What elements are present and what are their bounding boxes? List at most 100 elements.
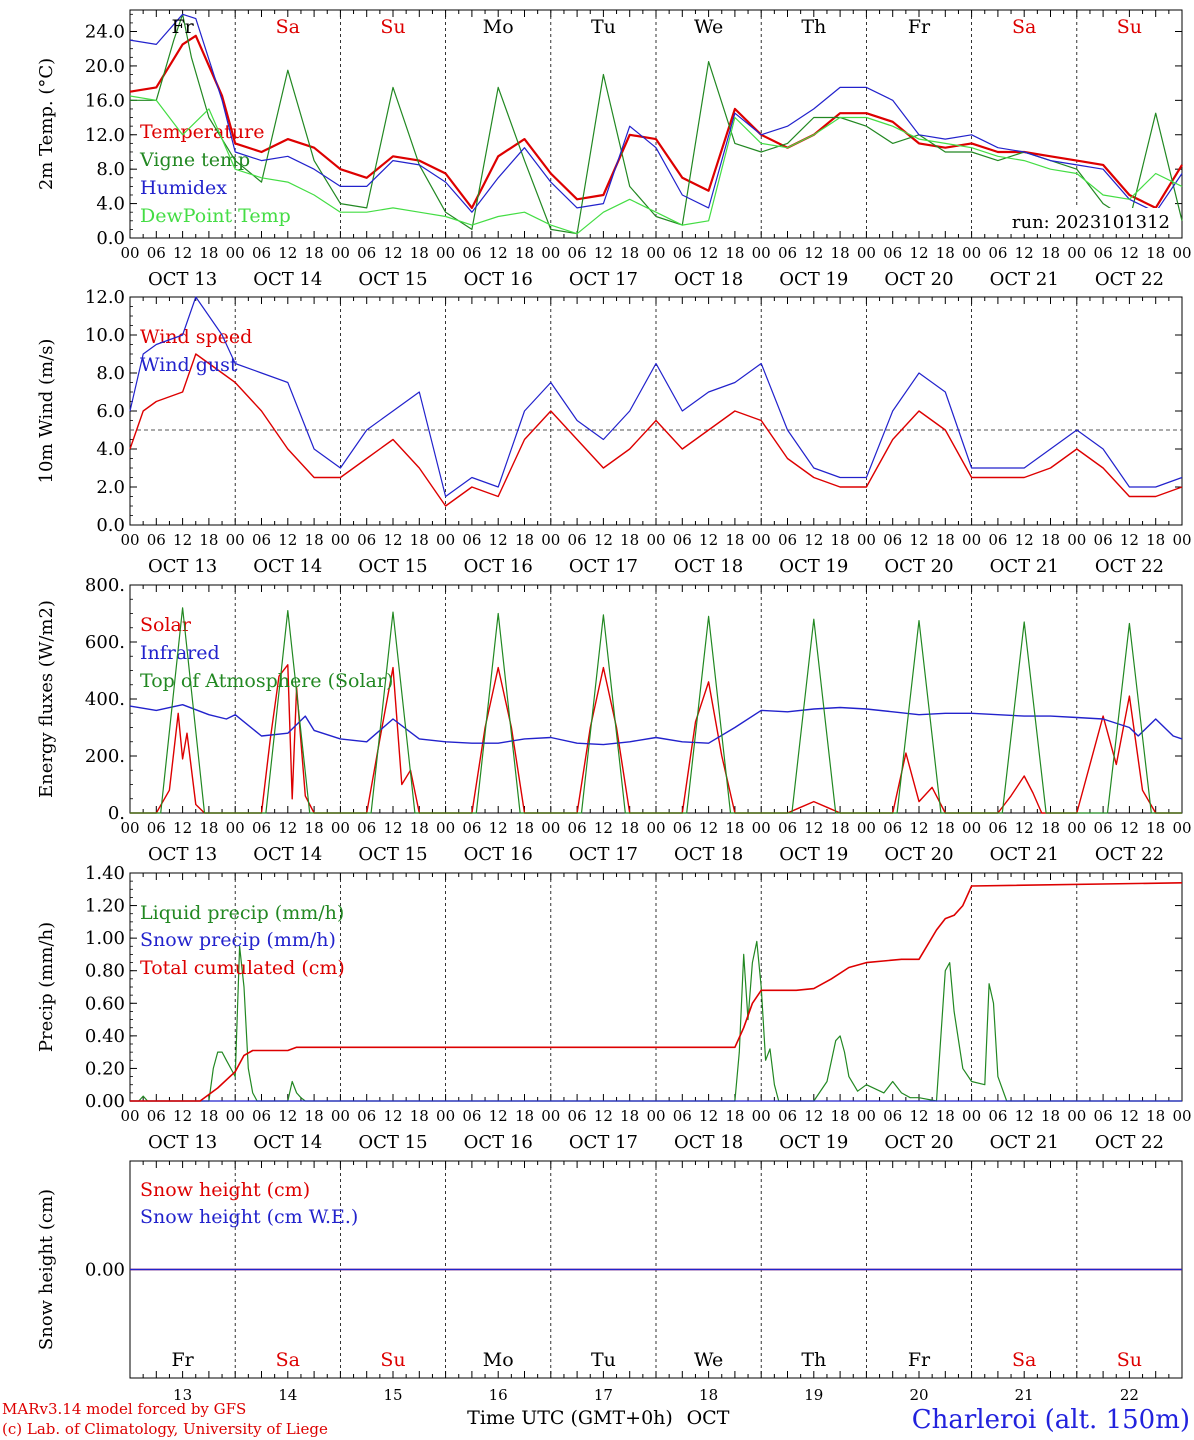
date-label: OCT 18: [674, 844, 743, 865]
hour-tick-label: 06: [1094, 819, 1113, 837]
run-label: run: 2023101312: [1012, 212, 1170, 233]
hour-tick-label: 06: [1094, 531, 1113, 549]
hour-tick-label: 12: [699, 531, 718, 549]
hour-tick-label: 12: [489, 1107, 508, 1125]
weekday-label: We: [694, 16, 723, 38]
hour-tick-label: 12: [699, 819, 718, 837]
hour-tick-label: 06: [673, 1107, 692, 1125]
y-tick-label: 20.0: [85, 56, 125, 77]
date-label: OCT 14: [253, 844, 322, 865]
y-tick-label: 4.0: [96, 439, 125, 460]
hour-tick-label: 06: [357, 244, 376, 262]
hour-tick-label: 00: [1172, 531, 1191, 549]
y-tick-label: 0.0: [96, 228, 125, 249]
y-tick-label: 8.0: [96, 363, 125, 384]
y-axis-label: 2m Temp. (°C): [36, 58, 57, 190]
hour-tick-label: 06: [988, 244, 1007, 262]
date-label: OCT 20: [884, 556, 953, 577]
hour-tick-label: 06: [568, 1107, 587, 1125]
hour-tick-label: 18: [410, 1107, 429, 1125]
hour-tick-label: 00: [331, 1107, 350, 1125]
hour-tick-label: 06: [462, 531, 481, 549]
hour-tick-label: 18: [1146, 531, 1165, 549]
hour-tick-label: 06: [673, 531, 692, 549]
date-label: OCT 15: [358, 844, 427, 865]
hour-tick-label: 12: [909, 819, 928, 837]
legend-entry: Infrared: [140, 642, 220, 664]
hour-tick-label: 18: [1041, 1107, 1060, 1125]
hour-tick-label: 06: [883, 1107, 902, 1125]
weekday-label: Tu: [591, 1349, 616, 1371]
hour-tick-label: 00: [1172, 244, 1191, 262]
weekday-label: Su: [380, 1349, 405, 1371]
hour-tick-label: 12: [278, 244, 297, 262]
weekday-label: Mo: [483, 16, 514, 38]
hour-tick-label: 18: [1146, 819, 1165, 837]
hour-tick-label: 06: [778, 819, 797, 837]
legend-entry: Wind speed: [140, 326, 252, 348]
hour-tick-label: 00: [646, 1107, 665, 1125]
hour-tick-label: 12: [909, 244, 928, 262]
hour-tick-label: 18: [620, 1107, 639, 1125]
hour-tick-label: 06: [252, 244, 271, 262]
hour-tick-label: 12: [909, 1107, 928, 1125]
hour-tick-label: 18: [515, 819, 534, 837]
hour-tick-label: 12: [1120, 531, 1139, 549]
hour-tick-label: 12: [594, 1107, 613, 1125]
hour-tick-label: 00: [331, 244, 350, 262]
weekday-label: Fr: [908, 16, 931, 38]
x-axis-month: OCT: [687, 1407, 730, 1429]
hour-tick-label: 18: [831, 1107, 850, 1125]
hour-tick-label: 12: [1120, 1107, 1139, 1125]
hour-tick-label: 06: [357, 819, 376, 837]
hour-tick-label: 12: [804, 819, 823, 837]
legend-entry: Snow height (cm W.E.): [140, 1206, 358, 1228]
date-label: OCT 18: [674, 269, 743, 290]
hour-tick-label: 18: [620, 819, 639, 837]
date-label: OCT 16: [464, 269, 533, 290]
y-tick-label: 0.40: [85, 1026, 125, 1047]
hour-tick-label: 06: [252, 531, 271, 549]
hour-tick-label: 06: [883, 531, 902, 549]
hour-tick-label: 00: [120, 531, 139, 549]
hour-tick-label: 00: [1067, 244, 1086, 262]
series-line-2: [130, 882, 1183, 1102]
date-label: OCT 17: [569, 556, 638, 577]
hour-tick-label: 00: [120, 819, 139, 837]
hour-tick-label: 06: [147, 819, 166, 837]
y-tick-label: 1.20: [85, 896, 125, 917]
date-label: OCT 19: [779, 844, 848, 865]
hour-tick-label: 06: [988, 819, 1007, 837]
weekday-label: Su: [1117, 16, 1142, 38]
date-label: OCT 21: [990, 556, 1059, 577]
date-label: OCT 21: [990, 844, 1059, 865]
date-label: OCT 14: [253, 1132, 322, 1153]
weekday-label: Th: [801, 1349, 826, 1371]
series-line-3: [129, 95, 1183, 235]
y-tick-label: 600.: [85, 632, 125, 653]
weekday-label: Sa: [1012, 16, 1036, 38]
hour-tick-label: 18: [515, 1107, 534, 1125]
date-label: OCT 15: [358, 269, 427, 290]
hour-tick-label: 00: [962, 819, 981, 837]
legend-entry: Solar: [140, 614, 192, 636]
weekday-label: Fr: [908, 1349, 931, 1371]
hour-tick-label: 12: [594, 819, 613, 837]
y-tick-label: 12.0: [85, 125, 125, 146]
y-tick-label: 800.: [85, 575, 125, 596]
hour-tick-label: 12: [173, 819, 192, 837]
hour-tick-label: 18: [305, 819, 324, 837]
date-label: OCT 20: [884, 269, 953, 290]
hour-tick-label: 00: [962, 1107, 981, 1125]
hour-tick-label: 06: [1094, 1107, 1113, 1125]
date-label: OCT 16: [464, 556, 533, 577]
y-tick-label: 16.0: [85, 90, 125, 111]
hour-tick-label: 18: [199, 819, 218, 837]
day-number: 19: [804, 1386, 823, 1404]
y-axis-label: 10m Wind (m/s): [36, 339, 57, 484]
hour-tick-label: 12: [173, 531, 192, 549]
date-label: OCT 20: [884, 844, 953, 865]
hour-tick-label: 06: [568, 819, 587, 837]
hour-tick-label: 12: [1015, 244, 1034, 262]
date-label: OCT 22: [1095, 844, 1164, 865]
